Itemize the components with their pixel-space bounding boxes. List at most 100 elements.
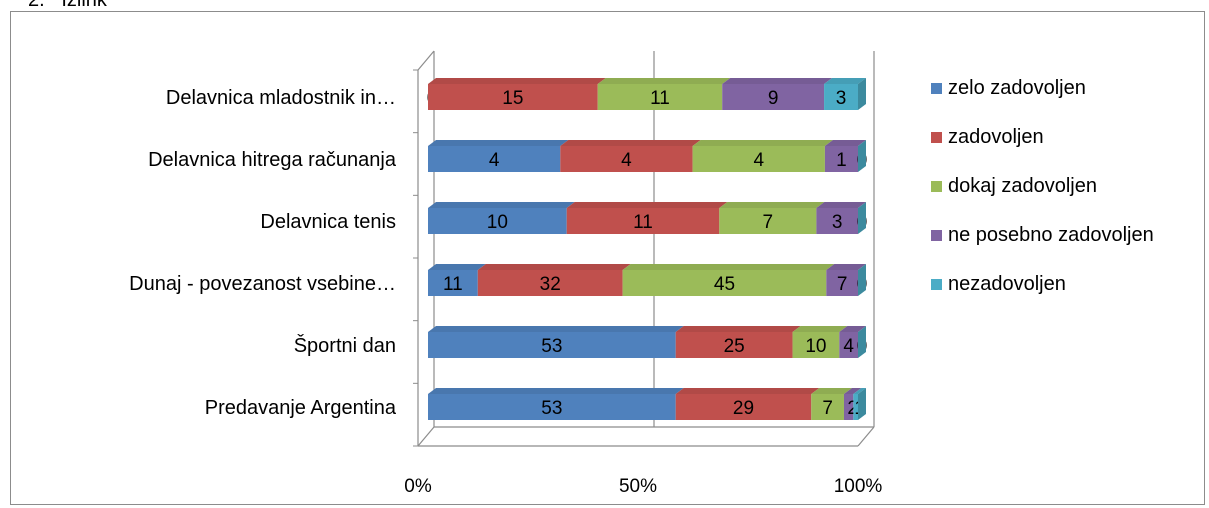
bar-segment-2-3: [816, 208, 858, 234]
data-label-4-0: 53: [541, 336, 562, 357]
chart-legend: zelo zadovoljen zadovoljen dokaj zadovolje…: [931, 77, 1154, 295]
data-label-3-2: 45: [714, 274, 735, 295]
stacked-bar-chart: 0151193444101011730113245705325104053297…: [129, 50, 1154, 497]
chart-bars: 0151193444101011730113245705325104053297…: [427, 78, 867, 420]
category-label-4: Športni dan: [294, 334, 396, 357]
bar-segment-5-3: [843, 394, 854, 420]
legend-label-3: ne posebno zadovoljen: [948, 224, 1154, 246]
data-label-1-3: 1: [836, 150, 847, 171]
data-label-0-3: 9: [768, 88, 779, 109]
bar-segment-0-2: [597, 84, 723, 110]
cut-off-heading: 2. Izlink: [28, 0, 107, 11]
bar-end-cap-5: [858, 388, 866, 420]
bar-segment-1-0: [428, 146, 561, 172]
axis-depth-top: [417, 50, 435, 71]
bar-segment-5-2: [811, 394, 844, 420]
data-label-1-1: 4: [621, 150, 632, 171]
bar-segment-1-1-top: [560, 140, 701, 146]
bar-segment-1-2-top: [692, 140, 833, 146]
bar-segment-3-0-top: [428, 264, 486, 270]
data-label-3-1: 32: [540, 274, 561, 295]
bar-segment-3-2: [622, 270, 827, 296]
data-label-0-1: 15: [502, 88, 523, 109]
bar-segment-4-0: [428, 332, 676, 358]
data-label-5-3: 2: [847, 398, 858, 419]
chart-gridlines: [413, 50, 875, 447]
bar-segment-3-3: [826, 270, 858, 296]
x-tick-label-0: 0%: [404, 476, 432, 497]
bar-segment-4-2: [792, 332, 840, 358]
bar-end-cap-2: [858, 202, 866, 234]
category-label-0: Delavnica mladostnik in…: [166, 87, 396, 109]
bar-segment-2-3-top: [816, 202, 866, 208]
bar-segment-0-1-top: [428, 78, 606, 84]
bar-segment-3-0: [428, 270, 478, 296]
legend-swatch-1: [931, 132, 942, 143]
bar-segment-4-3: [839, 332, 858, 358]
bar-segment-5-2-top: [811, 388, 852, 394]
bar-segment-5-4: [853, 394, 858, 420]
bar-segment-1-2: [692, 146, 825, 172]
floor-left: [417, 426, 435, 447]
x-tick-label-1: 50%: [619, 476, 657, 497]
data-label-1-2: 4: [753, 150, 764, 171]
bar-segment-1-3: [824, 146, 858, 172]
bar-segment-5-1: [675, 394, 812, 420]
bar-segment-0-1: [428, 84, 598, 110]
bar-segment-0-3-top: [722, 78, 833, 84]
data-label-1-0: 4: [489, 150, 500, 171]
bar-segment-5-1-top: [675, 388, 820, 394]
category-label-3: Dunaj - povezanost vsebine…: [129, 273, 396, 295]
data-label-2-3: 3: [832, 212, 843, 233]
data-label-5-0: 53: [541, 398, 562, 419]
floor-right: [857, 426, 875, 447]
bar-segment-3-2-top: [622, 264, 835, 270]
data-label-3-3: 7: [837, 274, 848, 295]
data-label-4-3: 4: [843, 336, 854, 357]
legend-label-2: dokaj zadovoljen: [948, 175, 1097, 197]
legend-swatch-3: [931, 230, 942, 241]
bar-segment-0-4: [824, 84, 858, 110]
legend-label-1: zadovoljen: [948, 126, 1044, 148]
bar-segment-2-0-top: [428, 202, 575, 208]
legend-swatch-4: [931, 279, 942, 290]
category-label-1: Delavnica hitrega računanja: [148, 149, 397, 171]
bar-segment-5-3-top: [843, 388, 862, 394]
bar-segment-2-1: [566, 208, 720, 234]
data-label-0-4: 3: [836, 88, 847, 109]
bar-segment-3-1-top: [477, 264, 631, 270]
category-label-5: Predavanje Argentina: [205, 397, 397, 419]
axis-tick-labels: 0% 50% 100%: [404, 476, 882, 497]
bar-segment-5-0: [428, 394, 676, 420]
data-label-0-2: 11: [650, 88, 670, 109]
bar-segment-2-1-top: [566, 202, 728, 208]
bar-segment-4-1: [675, 332, 793, 358]
bar-segment-4-1-top: [675, 326, 801, 332]
bar-segment-0-3: [722, 84, 825, 110]
data-label-3-0: 11: [443, 274, 463, 295]
data-label-2-1: 11: [633, 212, 653, 233]
bar-segment-3-1: [477, 270, 623, 296]
data-label-2-0: 10: [487, 212, 508, 233]
bar-segment-5-4-top: [853, 388, 866, 394]
bar-end-cap-0: [858, 78, 866, 110]
legend-swatch-0: [931, 83, 942, 94]
bar-segment-4-2-top: [792, 326, 848, 332]
legend-swatch-2: [931, 181, 942, 192]
bar-segment-5-0-top: [428, 388, 684, 394]
category-labels: Delavnica mladostnik in… Delavnica hitreg…: [129, 87, 397, 419]
bar-segment-1-0-top: [428, 140, 569, 146]
data-label-5-1: 29: [733, 398, 754, 419]
data-label-2-2: 7: [763, 212, 774, 233]
bar-segment-4-0-top: [428, 326, 684, 332]
bar-segment-2-2: [719, 208, 817, 234]
legend-label-0: zelo zadovoljen: [948, 77, 1086, 99]
bar-segment-1-3-top: [824, 140, 866, 146]
bar-segment-3-3-top: [826, 264, 866, 270]
bar-segment-1-1: [560, 146, 693, 172]
data-label-4-2: 10: [805, 336, 826, 357]
bar-segment-2-2-top: [719, 202, 825, 208]
bar-segment-0-4-top: [824, 78, 866, 84]
category-label-2: Delavnica tenis: [260, 211, 396, 233]
chart-frame: 0151193444101011730113245705325104053297…: [10, 11, 1205, 505]
